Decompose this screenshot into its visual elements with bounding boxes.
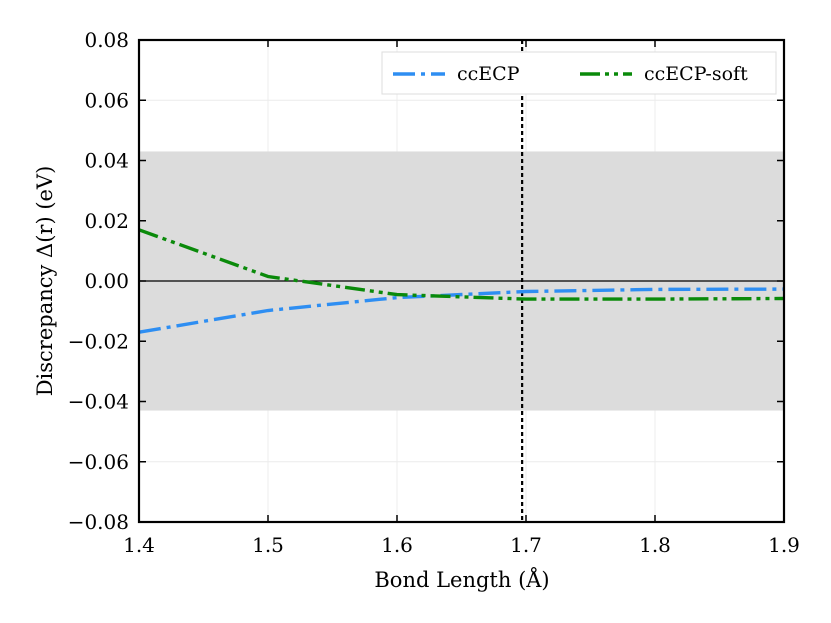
legend-box: [381, 51, 777, 95]
x-tick-label: 1.5: [252, 533, 284, 557]
series-line-ccecp: [138, 287, 785, 334]
y-tick-label: −0.04: [68, 390, 129, 414]
y-tick-label: −0.08: [68, 510, 129, 534]
x-tick-label: 1.7: [510, 533, 542, 557]
x-tick-label: 1.9: [768, 533, 800, 557]
axis-ticks: 1.4 1.5 1.6 1.7 1.8 1.9 −0.08 −0.06 −0.04 −0.02 0.…: [68, 28, 800, 557]
y-tick-label: 0.06: [84, 88, 129, 112]
y-tick-label: 0.00: [84, 269, 129, 293]
x-axis-label: Bond Length (Å): [374, 567, 549, 592]
x-tick-label: 1.4: [123, 533, 155, 557]
legend-label: ccECP: [457, 63, 520, 85]
x-tick-label: 1.8: [639, 533, 671, 557]
y-tick-label: 0.02: [84, 209, 129, 233]
y-tick-label: −0.06: [68, 450, 129, 474]
series-line-ccecp-soft: [138, 228, 785, 301]
x-tick-label: 1.6: [381, 533, 413, 557]
legend: ccECP ccECP-soft: [381, 51, 777, 95]
y-tick-label: 0.08: [84, 28, 129, 52]
y-tick-label: −0.02: [68, 329, 129, 353]
y-axis-label: Discrepancy Δ(r) (eV): [33, 166, 57, 397]
y-tick-label: 0.04: [84, 149, 129, 173]
plot-frame: [137, 38, 786, 524]
legend-label: ccECP-soft: [644, 63, 748, 85]
series-layer: [138, 228, 785, 334]
